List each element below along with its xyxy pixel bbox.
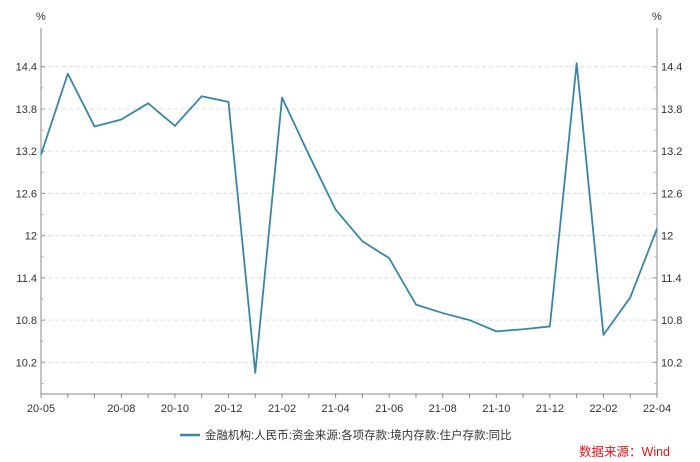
right-tick-label: 14.4 (661, 62, 682, 74)
right-tick-label: 11.4 (661, 273, 682, 285)
right-y-axis-ticks: 10.2 10.8 11.4 12 12.6 13.2 13.8 14.4 (653, 62, 682, 384)
x-tick-label: 22-04 (643, 403, 671, 415)
left-axis-unit: % (36, 11, 46, 23)
right-tick-label: 13.8 (661, 104, 682, 116)
right-tick-label: 13.2 (661, 146, 682, 158)
x-tick-label: 21-02 (268, 403, 296, 415)
x-tick-label: 21-12 (536, 403, 564, 415)
left-y-axis-ticks: 10.2 10.8 11.4 12 12.6 13.2 13.8 14.4 (16, 62, 45, 384)
left-tick-label: 13.8 (16, 104, 37, 116)
left-tick-label: 13.2 (16, 146, 37, 158)
x-tick-label: 20-10 (161, 403, 189, 415)
x-tick-label: 20-05 (27, 403, 55, 415)
left-tick-label: 10.8 (16, 315, 37, 327)
right-axis-unit: % (652, 11, 662, 23)
left-tick-label: 11.4 (16, 273, 37, 285)
left-tick-label: 12 (25, 231, 37, 243)
series-line (40, 62, 658, 374)
left-tick-label: 14.4 (16, 62, 37, 74)
data-source: 数据来源：Wind (579, 444, 670, 459)
left-tick-label: 12.6 (16, 188, 37, 200)
x-tick-label: 21-04 (322, 403, 350, 415)
left-tick-label: 10.2 (16, 357, 37, 369)
right-tick-label: 10.8 (661, 315, 682, 327)
right-tick-label: 12.6 (661, 188, 682, 200)
series-group (40, 62, 658, 374)
legend-label: 金融机构:人民币:资金来源:各项存款:境内存款:住户存款:同比 (205, 428, 512, 442)
axes (40, 28, 658, 395)
x-tick-label: 21-08 (429, 403, 457, 415)
legend: 金融机构:人民币:资金来源:各项存款:境内存款:住户存款:同比 (180, 428, 512, 442)
x-axis-ticks: 20-05 20-08 20-10 20-12 21-02 21-04 21-06 21-08… (27, 394, 671, 415)
right-tick-label: 12 (661, 231, 673, 243)
x-tick-label: 21-10 (482, 403, 510, 415)
x-tick-label: 20-12 (214, 403, 242, 415)
grid-lines (41, 66, 657, 363)
x-tick-label: 21-06 (375, 403, 403, 415)
x-tick-label: 22-02 (589, 403, 617, 415)
right-tick-label: 10.2 (661, 357, 682, 369)
x-tick-label: 20-08 (107, 403, 135, 415)
